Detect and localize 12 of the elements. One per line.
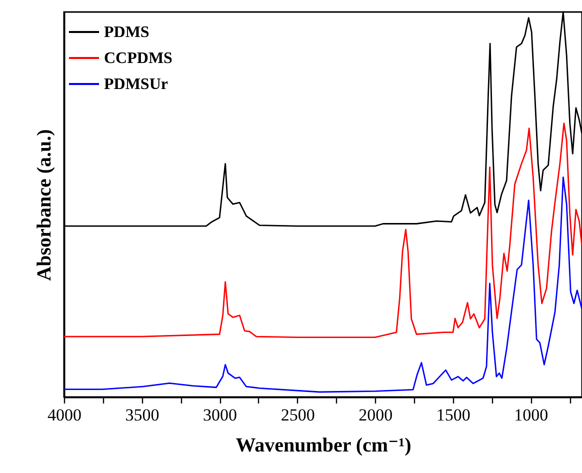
x-tick-label: 3500	[125, 406, 160, 424]
y-axis-title: Absorbance (a.u.)	[34, 129, 56, 281]
x-tick-label: 2500	[280, 406, 315, 424]
x-tick-label: 1500	[436, 406, 470, 424]
x-tick-label: 3000	[203, 406, 238, 424]
x-tick-label: 1000	[514, 406, 548, 424]
legend-label: PDMS	[104, 24, 150, 41]
x-tick-label: 2000	[358, 406, 393, 424]
legend-label: CCPDMS	[104, 50, 173, 67]
x-axis-title: Wavenumber (cm⁻¹)	[236, 434, 412, 456]
legend-label: PDMSUr	[104, 76, 168, 93]
x-tick-label: 4000	[48, 406, 82, 424]
